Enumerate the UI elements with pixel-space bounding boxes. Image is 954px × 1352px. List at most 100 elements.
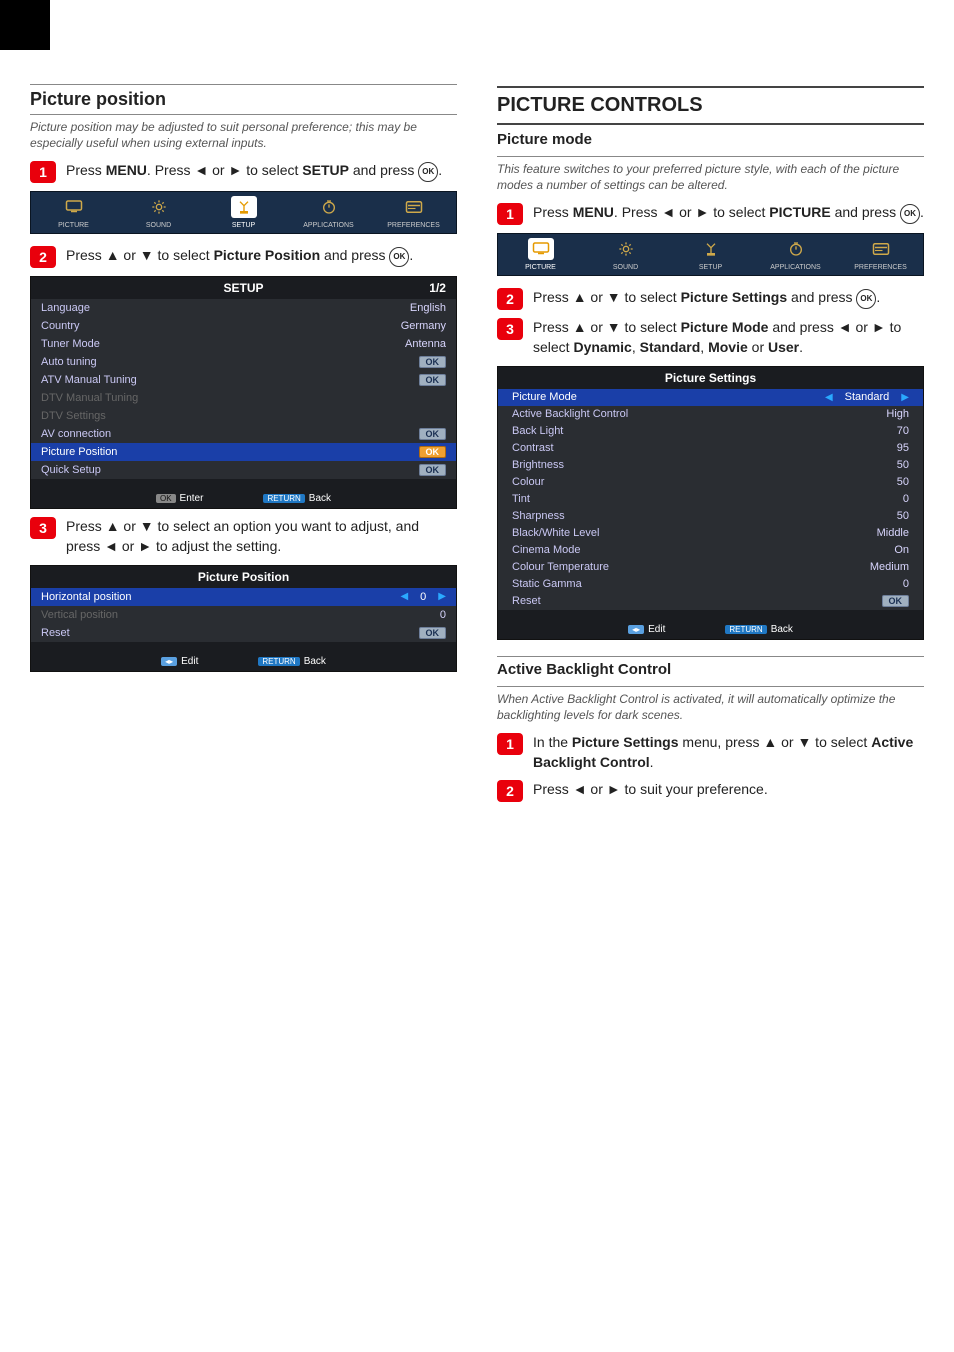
- r-step-1-text: Press MENU. Press ◄ or ► to select PICTU…: [533, 203, 924, 223]
- osd-row-label: Back Light: [512, 425, 563, 437]
- ok-icon: OK: [418, 162, 438, 182]
- osd-icon-label: SOUND: [613, 264, 638, 271]
- osd-icon-label: SETUP: [699, 264, 722, 271]
- bl-step-1-text: In the Picture Settings menu, press ▲ or…: [533, 733, 924, 772]
- step-3-text: Press ▲ or ▼ to select an option you wan…: [66, 517, 457, 556]
- osd-row: LanguageEnglish: [31, 299, 456, 317]
- osd-row: Static Gamma 0: [498, 576, 923, 593]
- step-badge-1: 1: [30, 161, 56, 183]
- osd-iconbar-setup: PICTURESOUNDSETUPAPPLICATIONSPREFERENCES: [30, 191, 457, 234]
- osd-row: Colour50: [498, 474, 923, 491]
- osd-row-label: Horizontal position: [41, 591, 132, 603]
- timer-icon: [783, 238, 809, 260]
- osd-picture-settings-title: Picture Settings: [498, 367, 923, 389]
- osd-row-label: AV connection: [41, 428, 111, 440]
- step-badge-2: 2: [497, 288, 523, 310]
- osd-row-value: Middle: [877, 527, 909, 539]
- osd-row-label: Sharpness: [512, 510, 565, 522]
- osd-row: Brightness50: [498, 457, 923, 474]
- osd-row-label: Quick Setup: [41, 464, 101, 476]
- osd-iconbar-picture: PICTURESOUNDSETUPAPPLICATIONSPREFERENCES: [497, 233, 924, 276]
- r-step-2: 2 Press ▲ or ▼ to select Picture Setting…: [497, 288, 924, 310]
- osd-row-label: Auto tuning: [41, 356, 97, 368]
- osd-row-label: Active Backlight Control: [512, 408, 628, 420]
- osd-icon-label: PICTURE: [525, 264, 556, 271]
- r-step-2-text: Press ▲ or ▼ to select Picture Settings …: [533, 288, 924, 308]
- osd-row-label: Vertical position: [41, 609, 118, 621]
- osd-row-value: 0: [440, 609, 446, 621]
- step-3: 3 Press ▲ or ▼ to select an option you w…: [30, 517, 457, 556]
- osd-icon-preferences: PREFERENCES: [842, 238, 919, 271]
- osd-row-label: Cinema Mode: [512, 544, 580, 556]
- osd-row-value: OK: [882, 595, 910, 607]
- osd-row: Cinema Mode On: [498, 542, 923, 559]
- osd-row-value: On: [894, 544, 909, 556]
- osd-row-label: Static Gamma: [512, 578, 582, 590]
- r-step-1: 1 Press MENU. Press ◄ or ► to select PIC…: [497, 203, 924, 225]
- osd-row-value: Germany: [401, 320, 446, 332]
- osd-row: Active Backlight Control High: [498, 406, 923, 423]
- osd-row-value: 0: [903, 578, 909, 590]
- osd-row-value: OK: [419, 428, 447, 440]
- osd-row-label: Picture Position: [41, 446, 117, 458]
- osd-icon-preferences: PREFERENCES: [375, 196, 452, 229]
- osd-row: Sharpness 50: [498, 508, 923, 525]
- osd-row: Tint0: [498, 491, 923, 508]
- osd-row-label: Tuner Mode: [41, 338, 100, 350]
- osd-icon-label: APPLICATIONS: [303, 222, 353, 229]
- osd-footer: ◂▸Edit RETURNBack: [31, 652, 456, 671]
- osd-picture-settings-panel: Picture Settings Picture Mode◀Standard▶A…: [497, 366, 924, 640]
- osd-icon-label: PREFERENCES: [854, 264, 907, 271]
- osd-row-value: 50: [897, 510, 909, 522]
- osd-row-value: High: [886, 408, 909, 420]
- step-2-text: Press ▲ or ▼ to select Picture Position …: [66, 246, 457, 266]
- osd-row-value: ◀0▶: [400, 591, 446, 603]
- subsection-backlight: Active Backlight Control: [497, 661, 924, 678]
- osd-row-value: ◀Standard▶: [825, 391, 909, 403]
- osd-row-value: 0: [903, 493, 909, 505]
- osd-icon-label: PREFERENCES: [387, 222, 440, 229]
- section-title-picture-controls: PICTURE CONTROLS: [497, 94, 924, 117]
- osd-row: Picture Position OK: [31, 443, 456, 461]
- osd-row-value: Medium: [870, 561, 909, 573]
- osd-row: Vertical position 0: [31, 606, 456, 624]
- osd-icon-sound: SOUND: [587, 238, 664, 271]
- osd-row: Horizontal position ◀0▶: [31, 588, 456, 606]
- step-badge-2: 2: [497, 780, 523, 802]
- timer-icon: [316, 196, 342, 218]
- osd-row: Back Light 70: [498, 423, 923, 440]
- page-tab: [0, 0, 50, 50]
- bl-step-2-text: Press ◄ or ► to suit your preference.: [533, 780, 924, 800]
- osd-row: ATV Manual TuningOK: [31, 371, 456, 389]
- osd-row: AV connection OK: [31, 425, 456, 443]
- r-step-3-text: Press ▲ or ▼ to select Picture Mode and …: [533, 318, 924, 357]
- osd-icon-picture: PICTURE: [35, 196, 112, 229]
- section-title-picture-position: Picture position: [30, 89, 457, 110]
- osd-row-value: 95: [897, 442, 909, 454]
- osd-setup-header: 1/2 SETUP 1/2: [31, 277, 456, 299]
- osd-row-value: OK: [419, 356, 447, 368]
- osd-row-value: OK: [419, 446, 447, 458]
- monitor-icon: [528, 238, 554, 260]
- step-1: 1 Press MENU. Press ◄ or ► to select SET…: [30, 161, 457, 183]
- osd-footer: ◂▸Edit RETURNBack: [498, 620, 923, 639]
- osd-position-panel: Picture Position Horizontal position◀0▶V…: [30, 565, 457, 672]
- subsection-picture-mode: Picture mode: [497, 131, 924, 148]
- osd-icon-setup: SETUP: [205, 196, 282, 229]
- bl-step-2: 2 Press ◄ or ► to suit your preference.: [497, 780, 924, 802]
- gear-icon: [146, 196, 172, 218]
- ok-icon: OK: [900, 204, 920, 224]
- osd-row-label: Black/White Level: [512, 527, 599, 539]
- step-badge-1: 1: [497, 203, 523, 225]
- osd-row: Country Germany: [31, 317, 456, 335]
- osd-footer: OKEnter RETURNBack: [31, 489, 456, 508]
- osd-icon-picture: PICTURE: [502, 238, 579, 271]
- antenna-icon: [231, 196, 257, 218]
- osd-row-value: 70: [897, 425, 909, 437]
- osd-row-label: Contrast: [512, 442, 554, 454]
- osd-row-label: Reset: [41, 627, 70, 639]
- step-2: 2 Press ▲ or ▼ to select Picture Positio…: [30, 246, 457, 268]
- osd-icon-label: SETUP: [232, 222, 255, 229]
- osd-setup-panel: 1/2 SETUP 1/2 LanguageEnglish Country Germ…: [30, 276, 457, 509]
- osd-row-label: Country: [41, 320, 80, 332]
